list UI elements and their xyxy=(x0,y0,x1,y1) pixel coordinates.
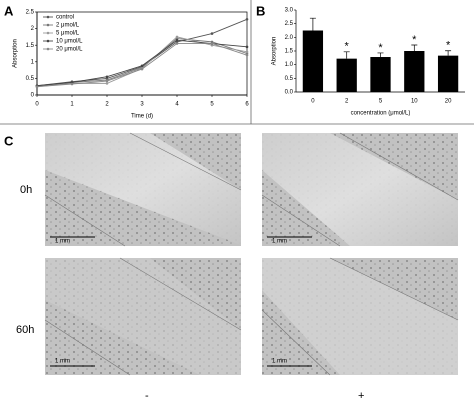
bar xyxy=(404,51,425,92)
legend-marker xyxy=(46,47,50,51)
y-tick-label: 0 xyxy=(31,93,35,99)
bar xyxy=(336,58,357,92)
y-tick-label: 3.0 xyxy=(285,8,294,14)
scale-bar-label: 1 mm xyxy=(55,359,70,365)
marker xyxy=(175,42,179,45)
y-tick-label: 0.5 xyxy=(26,76,35,82)
y-axis-label: Absorption xyxy=(13,39,19,68)
legend-marker xyxy=(46,15,50,19)
marker xyxy=(210,42,214,45)
marker xyxy=(245,50,249,54)
legend-label: 10 μmol/L xyxy=(56,39,83,45)
marker xyxy=(245,53,249,57)
marker xyxy=(35,85,39,88)
legend-label: 2 μmol/L xyxy=(56,23,80,29)
y-tick-label: 2.5 xyxy=(26,10,35,16)
bar xyxy=(370,57,391,92)
image xyxy=(261,132,459,247)
marker xyxy=(245,45,249,49)
x-tick-label: 2 xyxy=(105,102,109,108)
panel-label: A xyxy=(4,3,14,18)
legend-marker xyxy=(46,23,50,27)
row-label: 60h xyxy=(16,324,34,336)
x-tick-label: 5 xyxy=(379,99,383,105)
column-label: - xyxy=(145,390,149,402)
legend-label: 20 μmol/L xyxy=(56,47,83,53)
marker xyxy=(140,67,144,71)
x-tick-label: 5 xyxy=(210,102,214,108)
marker xyxy=(245,18,249,21)
marker xyxy=(140,64,144,68)
panel-label: B xyxy=(256,3,265,18)
y-tick-label: 0.0 xyxy=(285,90,294,96)
scale-bar-label: 1 mm xyxy=(55,239,70,245)
marker xyxy=(175,35,179,39)
x-tick-label: 4 xyxy=(175,102,179,108)
y-tick-label: 2.5 xyxy=(285,21,294,27)
error-bar xyxy=(445,50,452,56)
y-tick-label: 0.5 xyxy=(285,76,294,82)
y-tick-label: 1.5 xyxy=(26,43,35,49)
significance-mark: * xyxy=(412,34,417,46)
x-tick-label: 3 xyxy=(140,102,144,108)
x-tick-label: 0 xyxy=(35,102,39,108)
marker xyxy=(105,79,109,83)
scale-bar-label: 1 mm xyxy=(272,239,287,245)
x-tick-label: 0 xyxy=(311,99,315,105)
error-bar xyxy=(411,44,418,51)
image xyxy=(44,257,242,376)
scale-bar-label: 1 mm xyxy=(272,359,287,365)
marker xyxy=(105,75,109,79)
x-tick-label: 2 xyxy=(345,99,349,105)
x-tick-label: 6 xyxy=(245,102,249,108)
legend-label: 5 μmol/L xyxy=(56,31,80,37)
x-axis-label: concentration (μmol/L) xyxy=(351,111,411,117)
image xyxy=(261,257,459,376)
marker xyxy=(105,82,109,85)
marker xyxy=(70,82,74,86)
y-tick-label: 2 xyxy=(31,26,35,32)
row-label: 0h xyxy=(20,184,32,196)
y-tick-label: 1 xyxy=(31,59,35,65)
legend-label: control xyxy=(56,15,74,21)
x-tick-label: 20 xyxy=(445,99,452,105)
significance-mark: * xyxy=(345,41,350,53)
significance-mark: * xyxy=(446,40,451,52)
y-tick-label: 1.5 xyxy=(285,49,294,55)
marker xyxy=(175,38,179,42)
y-axis-label: Absorption xyxy=(272,37,278,66)
image xyxy=(44,132,242,247)
marker xyxy=(210,32,214,35)
panel-label: C xyxy=(4,133,14,148)
error-bar xyxy=(343,51,350,59)
significance-mark: * xyxy=(378,42,383,54)
column-label: + xyxy=(358,390,364,402)
legend-marker xyxy=(46,39,50,43)
error-bar xyxy=(309,17,316,31)
bar xyxy=(437,55,459,92)
micrographs xyxy=(44,132,459,376)
x-axis-label: Time (d) xyxy=(131,114,153,120)
x-tick-label: 1 xyxy=(70,102,74,108)
legend-marker xyxy=(46,31,50,35)
y-tick-label: 2.0 xyxy=(285,35,294,41)
bar xyxy=(302,30,324,92)
x-tick-label: 10 xyxy=(411,99,418,105)
y-tick-label: 1.0 xyxy=(285,62,294,68)
error-bar xyxy=(377,52,384,58)
